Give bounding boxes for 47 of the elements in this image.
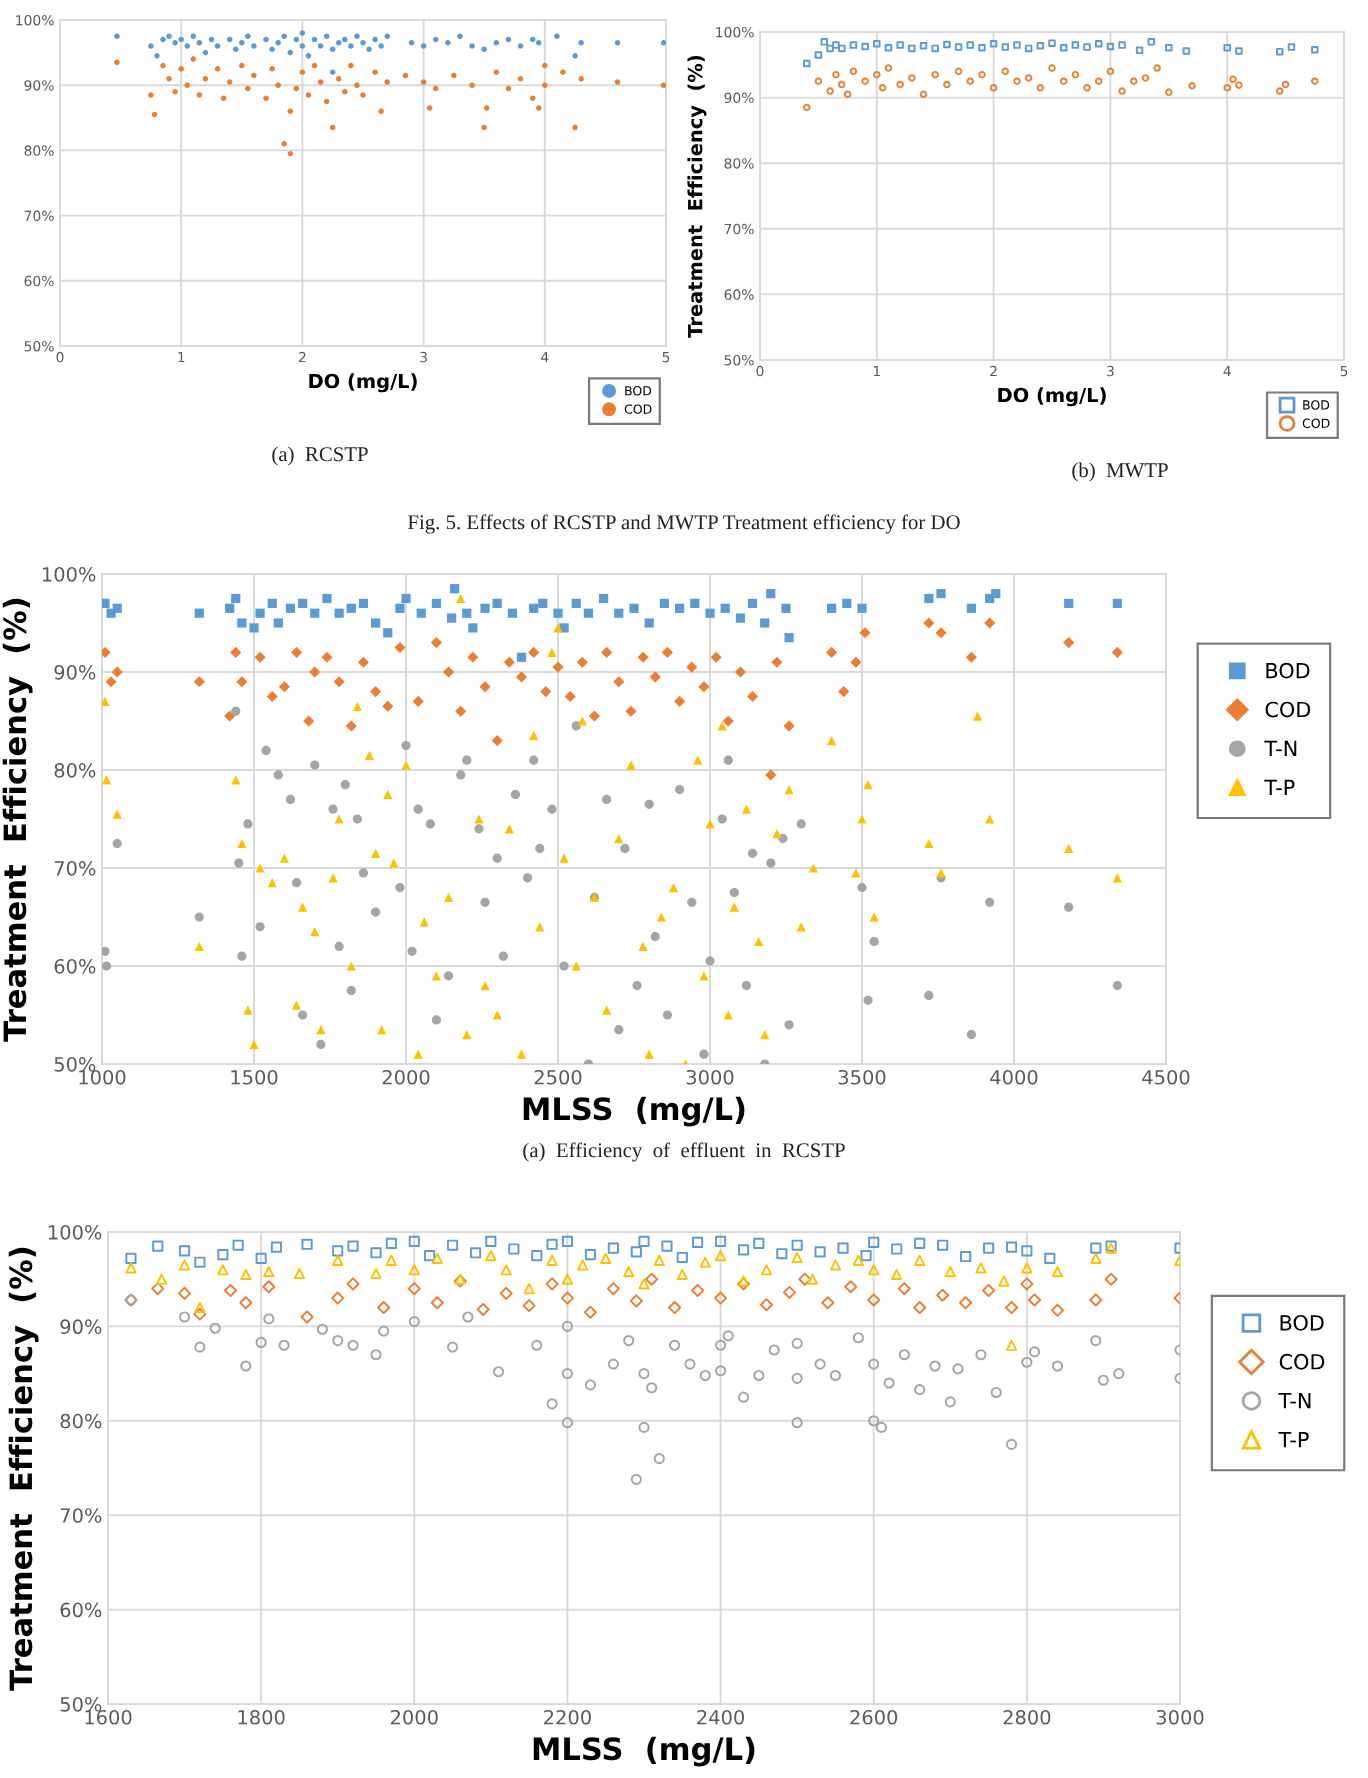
- y-axis-title: Treatment Efficiency (%): [687, 55, 707, 338]
- y-tick-label: 100%: [42, 566, 96, 582]
- legend-label: COD: [1279, 1353, 1325, 1370]
- x-tick-label: 3000: [686, 1069, 734, 1085]
- x-tick-label: 2400: [697, 1709, 745, 1725]
- y-tick-label: 60%: [60, 1602, 102, 1618]
- legend-label: COD: [1265, 701, 1311, 718]
- legend-label: T-N: [1264, 740, 1297, 757]
- y-tick-label: 50%: [54, 1056, 96, 1072]
- x-tick-label: 1500: [231, 1069, 278, 1085]
- x-tick-label: 2000: [390, 1709, 438, 1725]
- x-axis-title: MLSS (mg/L): [523, 1096, 745, 1127]
- legend-label: BOD: [1266, 662, 1310, 679]
- x-tick-label: 2600: [850, 1709, 898, 1725]
- y-axis-title: Treatment Efficiency (%): [2, 598, 33, 1042]
- y-tick-label: 100%: [48, 1224, 102, 1240]
- y-tick-label: 50%: [60, 1696, 102, 1712]
- x-tick-label: 4000: [990, 1069, 1038, 1085]
- x-tick-label: 2500: [534, 1069, 582, 1085]
- x-tick-label: 2800: [1003, 1709, 1051, 1725]
- text: (a) RCSTP: [272, 446, 368, 466]
- y-tick-label: 60%: [54, 958, 96, 974]
- text: (b) MWTP: [1072, 462, 1168, 482]
- x-tick-label: 1800: [238, 1709, 285, 1725]
- x-tick-label: 3500: [838, 1069, 886, 1085]
- y-tick-label: 90%: [54, 664, 96, 680]
- y-tick-label: 70%: [60, 1508, 102, 1523]
- y-tick-label: 80%: [60, 1413, 102, 1429]
- y-tick-label: 90%: [60, 1319, 102, 1335]
- y-axis-title: Treatment Efficiency (%): [8, 1247, 39, 1691]
- x-tick-label: 2000: [382, 1069, 430, 1085]
- x-axis-title: DO (mg/L): [309, 373, 417, 393]
- x-tick-label: 4500: [1142, 1069, 1190, 1085]
- legend-label: T-P: [1278, 1431, 1309, 1448]
- x-tick-label: 3000: [1156, 1709, 1204, 1725]
- y-tick-label: 80%: [54, 762, 96, 778]
- x-axis-title: MLSS (mg/L): [533, 1736, 755, 1767]
- legend-label: BOD: [1280, 1314, 1324, 1331]
- legend-label: T-P: [1264, 779, 1295, 795]
- y-tick-label: 70%: [54, 860, 96, 876]
- x-tick-label: 2200: [544, 1709, 591, 1725]
- x-tick-label: 1000: [79, 1069, 126, 1085]
- x-axis-title: DO (mg/L): [998, 387, 1106, 407]
- caption: Fig. 5. Effects of RCSTP and MWTP Treatment efficiency for DO: [408, 514, 960, 534]
- legend-label: T-N: [1278, 1393, 1311, 1409]
- x-tick-label: 1600: [85, 1709, 132, 1725]
- text: (a) Efficiency of effluent in RCSTP: [523, 1142, 845, 1162]
